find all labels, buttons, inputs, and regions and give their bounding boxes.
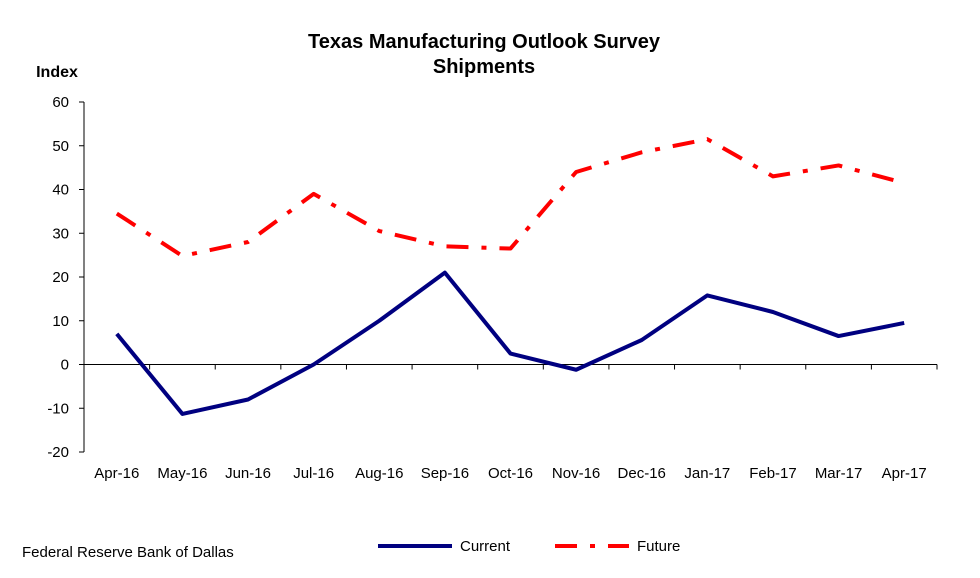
x-tick-label: Oct-16 xyxy=(488,465,533,482)
y-tick-label: 50 xyxy=(52,138,69,155)
y-tick-label: 60 xyxy=(52,94,69,111)
series-line-current xyxy=(115,270,905,416)
source-note: Federal Reserve Bank of Dallas xyxy=(22,544,234,561)
y-tick-label: 20 xyxy=(52,269,69,286)
series-lines xyxy=(115,137,905,416)
chart-title: Texas Manufacturing Outlook Survey xyxy=(308,31,661,53)
x-tick-label: Feb-17 xyxy=(749,465,797,482)
axes: -20 -10 0 10 20 30 40 50 60 Apr-16 May-16 Jun-16 Jul… xyxy=(47,94,938,482)
x-tick-label: Dec-16 xyxy=(618,465,666,482)
y-tick-label: -10 xyxy=(47,400,69,417)
x-tick-label: Jan-17 xyxy=(684,465,730,482)
x-tick-label: Jul-16 xyxy=(293,465,334,482)
x-tick-label: Aug-16 xyxy=(355,465,403,482)
y-tick-label: 40 xyxy=(52,182,69,199)
x-tick-label: May-16 xyxy=(157,465,207,482)
x-tick-label: Nov-16 xyxy=(552,465,600,482)
x-tick-label: Apr-16 xyxy=(94,465,139,482)
y-tick-label: 30 xyxy=(52,225,69,242)
legend: Current Future xyxy=(378,538,680,555)
chart-subtitle: Shipments xyxy=(433,56,535,78)
y-tick-label: 10 xyxy=(52,313,69,330)
series-line-future xyxy=(115,137,905,258)
y-tick-label: 0 xyxy=(61,357,69,374)
y-tick-label: -20 xyxy=(47,444,69,461)
y-axis-label: Index xyxy=(36,64,78,81)
x-tick-label: Sep-16 xyxy=(421,465,469,482)
legend-label-future: Future xyxy=(637,538,680,555)
x-tick-label: Mar-17 xyxy=(815,465,863,482)
x-tick-label: Apr-17 xyxy=(882,465,927,482)
legend-label-current: Current xyxy=(460,538,511,555)
x-tick-label: Jun-16 xyxy=(225,465,271,482)
